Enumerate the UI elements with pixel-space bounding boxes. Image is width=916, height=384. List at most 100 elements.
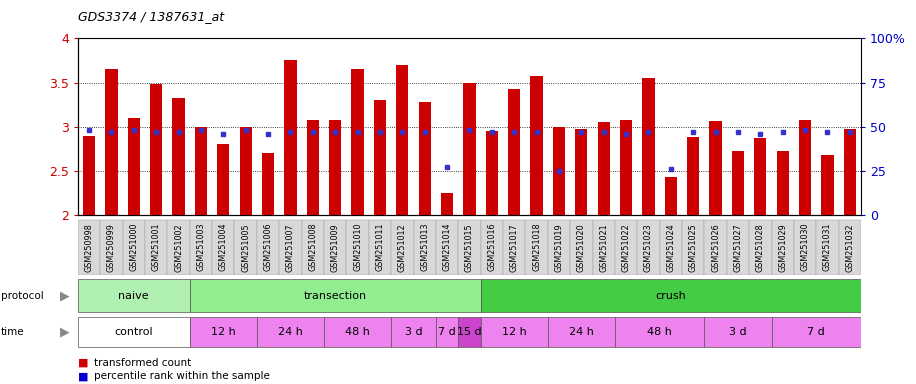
Bar: [256, 318, 324, 347]
Bar: [100, 220, 123, 275]
Bar: [754, 138, 767, 215]
Bar: [615, 220, 638, 275]
Bar: [279, 220, 301, 275]
Text: GSM251003: GSM251003: [196, 223, 205, 271]
Bar: [704, 318, 771, 347]
Text: GSM251011: GSM251011: [376, 223, 385, 271]
Bar: [620, 120, 632, 215]
Bar: [503, 220, 526, 275]
Bar: [481, 318, 548, 347]
Text: GSM251014: GSM251014: [442, 223, 452, 271]
Bar: [352, 70, 364, 215]
Text: transection: transection: [303, 291, 366, 301]
Bar: [771, 220, 794, 275]
Bar: [682, 220, 704, 275]
Text: percentile rank within the sample: percentile rank within the sample: [94, 371, 270, 381]
Bar: [436, 318, 458, 347]
Text: 48 h: 48 h: [345, 327, 370, 337]
Bar: [844, 129, 856, 215]
Bar: [396, 65, 409, 215]
Text: GSM251029: GSM251029: [779, 223, 787, 271]
Bar: [508, 89, 520, 215]
Text: GSM251021: GSM251021: [599, 223, 608, 271]
Text: 7 d: 7 d: [438, 327, 456, 337]
Bar: [704, 220, 726, 275]
Bar: [324, 220, 346, 275]
Text: GSM251012: GSM251012: [398, 223, 407, 271]
Bar: [660, 220, 682, 275]
Bar: [485, 131, 498, 215]
Bar: [145, 220, 168, 275]
Text: GSM251017: GSM251017: [509, 223, 518, 271]
Text: GSM251010: GSM251010: [353, 223, 362, 271]
Text: GSM251016: GSM251016: [487, 223, 496, 271]
Text: ■: ■: [78, 371, 88, 381]
Text: ▶: ▶: [60, 289, 70, 302]
Bar: [615, 318, 704, 347]
Text: GSM251025: GSM251025: [689, 223, 698, 271]
Bar: [307, 120, 319, 215]
Text: GSM251027: GSM251027: [734, 223, 743, 271]
Bar: [234, 220, 256, 275]
Bar: [369, 220, 391, 275]
Text: GSM251013: GSM251013: [420, 223, 430, 271]
Bar: [458, 220, 481, 275]
Bar: [127, 118, 140, 215]
Text: 12 h: 12 h: [211, 327, 235, 337]
Bar: [324, 318, 391, 347]
Bar: [413, 220, 436, 275]
Bar: [816, 220, 839, 275]
Text: 7 d: 7 d: [807, 327, 825, 337]
Text: naive: naive: [118, 291, 149, 301]
Text: GSM251001: GSM251001: [152, 223, 160, 271]
Bar: [794, 220, 816, 275]
Text: crush: crush: [656, 291, 686, 301]
Text: protocol: protocol: [1, 291, 44, 301]
Text: GSM251019: GSM251019: [554, 223, 563, 271]
Bar: [777, 151, 789, 215]
Bar: [687, 137, 700, 215]
Text: 3 d: 3 d: [729, 327, 747, 337]
Bar: [217, 144, 230, 215]
Bar: [168, 220, 190, 275]
Bar: [726, 220, 749, 275]
Bar: [530, 76, 543, 215]
Bar: [642, 78, 655, 215]
Bar: [458, 318, 481, 347]
Bar: [78, 220, 100, 275]
Text: GSM250998: GSM250998: [84, 223, 93, 271]
Text: 24 h: 24 h: [278, 327, 303, 337]
Text: GDS3374 / 1387631_at: GDS3374 / 1387631_at: [78, 10, 224, 23]
Bar: [481, 220, 503, 275]
Bar: [570, 220, 593, 275]
Text: GSM251030: GSM251030: [801, 223, 810, 271]
Text: GSM251022: GSM251022: [622, 223, 630, 271]
Bar: [190, 220, 213, 275]
Text: 48 h: 48 h: [648, 327, 672, 337]
Text: GSM251018: GSM251018: [532, 223, 541, 271]
Bar: [526, 220, 548, 275]
Bar: [749, 220, 771, 275]
Text: GSM251005: GSM251005: [241, 223, 250, 271]
Bar: [732, 151, 744, 215]
Text: GSM251002: GSM251002: [174, 223, 183, 271]
Text: 24 h: 24 h: [569, 327, 594, 337]
Text: GSM251004: GSM251004: [219, 223, 228, 271]
Text: ■: ■: [78, 358, 88, 368]
Bar: [329, 120, 342, 215]
Text: GSM251031: GSM251031: [823, 223, 832, 271]
Text: GSM251020: GSM251020: [577, 223, 586, 271]
Bar: [419, 102, 431, 215]
Text: GSM251023: GSM251023: [644, 223, 653, 271]
Bar: [638, 220, 660, 275]
Bar: [172, 98, 185, 215]
Bar: [284, 61, 297, 215]
Text: GSM250999: GSM250999: [107, 223, 116, 271]
Bar: [301, 220, 324, 275]
Bar: [346, 220, 369, 275]
Text: GSM251007: GSM251007: [286, 223, 295, 271]
Text: time: time: [1, 327, 25, 337]
Bar: [150, 84, 162, 215]
Bar: [213, 220, 234, 275]
Bar: [195, 127, 207, 215]
